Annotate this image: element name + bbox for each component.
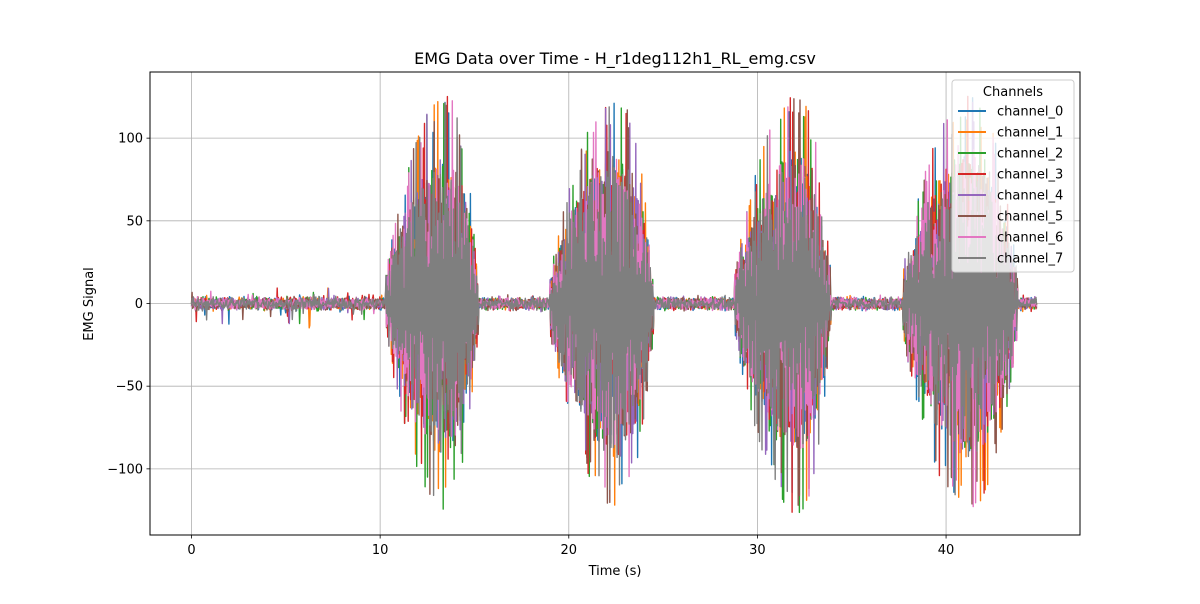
x-axis-label: Time (s)	[588, 564, 642, 579]
y-tick-label: 50	[126, 214, 143, 229]
legend-label: channel_5	[997, 210, 1063, 225]
legend-label: channel_6	[997, 231, 1063, 246]
y-tick-label: −100	[107, 462, 143, 477]
legend-title: Channels	[983, 85, 1043, 100]
legend-label: channel_3	[997, 168, 1063, 183]
legend: Channels channel_0 channel_1 channel_2chann…	[951, 79, 1075, 273]
chart-title: EMG Data over Time - H_r1deg112h1_RL_emg…	[414, 49, 816, 69]
x-tick-label: 20	[561, 543, 578, 558]
y-tick-label: 100	[118, 132, 143, 147]
series-line-channel-7	[190, 102, 1038, 497]
y-axis-label: EMG Signal	[82, 267, 97, 341]
legend-label: channel_2	[997, 147, 1063, 162]
x-tick-label: 10	[372, 543, 389, 558]
legend-label: channel_4	[997, 189, 1063, 204]
legend-box	[951, 79, 1075, 273]
x-tick-label: 0	[187, 543, 195, 558]
legend-label: channel_1	[997, 126, 1063, 141]
x-tick-label: 30	[749, 543, 766, 558]
y-tick-label: 0	[135, 297, 143, 312]
plot-area	[190, 95, 1038, 514]
x-tick-label: 40	[938, 543, 955, 558]
legend-label: channel_0	[997, 105, 1063, 120]
legend-label: channel_7	[997, 252, 1063, 267]
y-tick-label: −50	[116, 380, 143, 395]
axis-ticks: 0 10 20 30 40 −100 −50 0 50 100	[107, 132, 954, 558]
